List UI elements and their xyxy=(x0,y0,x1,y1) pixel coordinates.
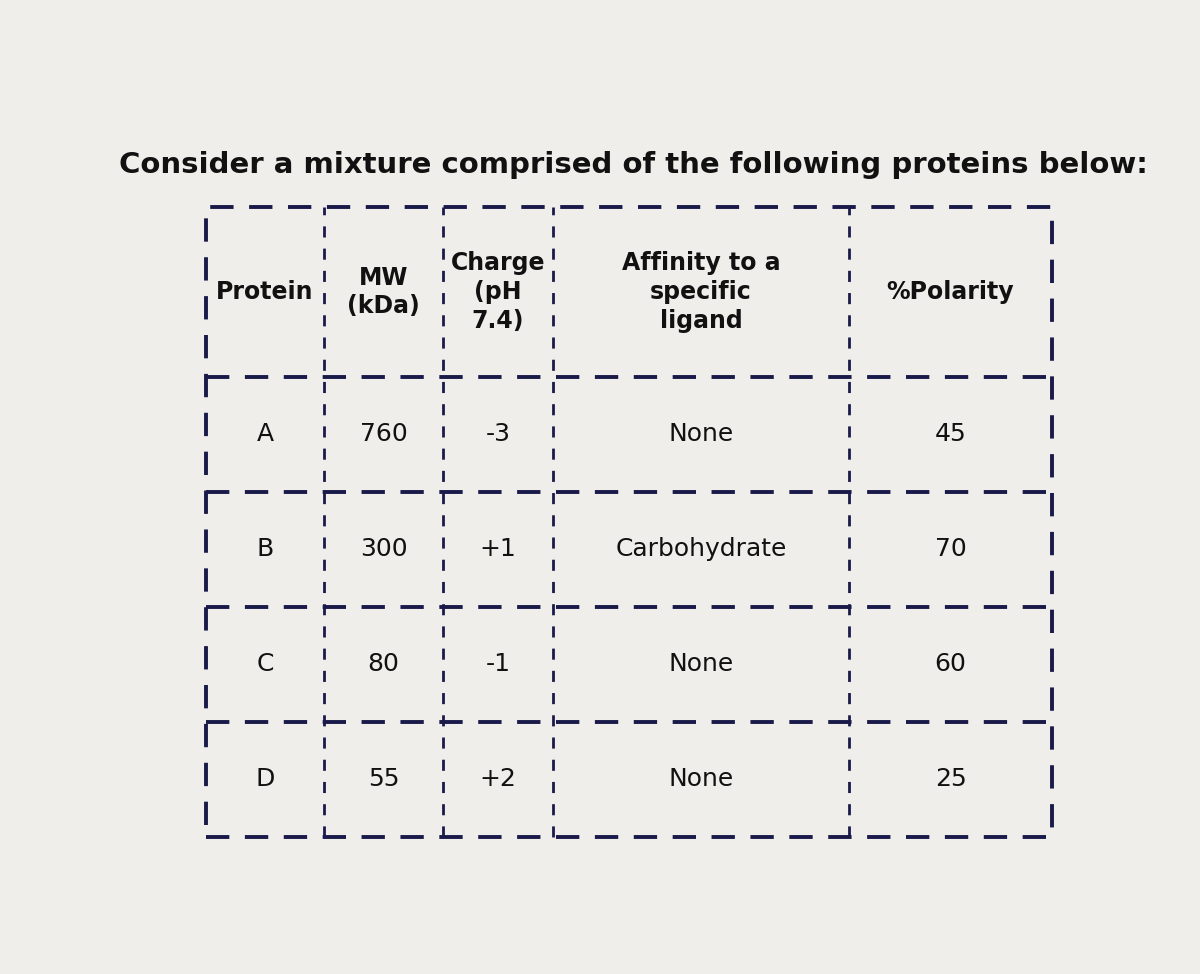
Text: 25: 25 xyxy=(935,768,966,791)
Text: Protein: Protein xyxy=(216,280,313,304)
Text: MW
(kDa): MW (kDa) xyxy=(347,266,420,318)
Text: Charge
(pH
7.4): Charge (pH 7.4) xyxy=(450,251,545,333)
Text: None: None xyxy=(668,653,733,676)
Text: 760: 760 xyxy=(360,423,407,446)
Text: 55: 55 xyxy=(367,768,400,791)
Text: A: A xyxy=(257,423,274,446)
Text: D: D xyxy=(256,768,275,791)
Text: Carbohydrate: Carbohydrate xyxy=(616,538,786,561)
Text: -3: -3 xyxy=(485,423,510,446)
Text: -1: -1 xyxy=(485,653,510,676)
Text: 60: 60 xyxy=(935,653,966,676)
Text: 80: 80 xyxy=(367,653,400,676)
Text: +2: +2 xyxy=(479,768,516,791)
Text: None: None xyxy=(668,423,733,446)
Text: %Polarity: %Polarity xyxy=(887,280,1014,304)
Text: C: C xyxy=(257,653,274,676)
Text: None: None xyxy=(668,768,733,791)
Text: Consider a mixture comprised of the following proteins below:: Consider a mixture comprised of the foll… xyxy=(119,151,1148,178)
Text: 45: 45 xyxy=(935,423,966,446)
Text: Affinity to a
specific
ligand: Affinity to a specific ligand xyxy=(622,251,780,333)
Text: +1: +1 xyxy=(479,538,516,561)
Text: B: B xyxy=(257,538,274,561)
Text: 70: 70 xyxy=(935,538,966,561)
Text: 300: 300 xyxy=(360,538,407,561)
